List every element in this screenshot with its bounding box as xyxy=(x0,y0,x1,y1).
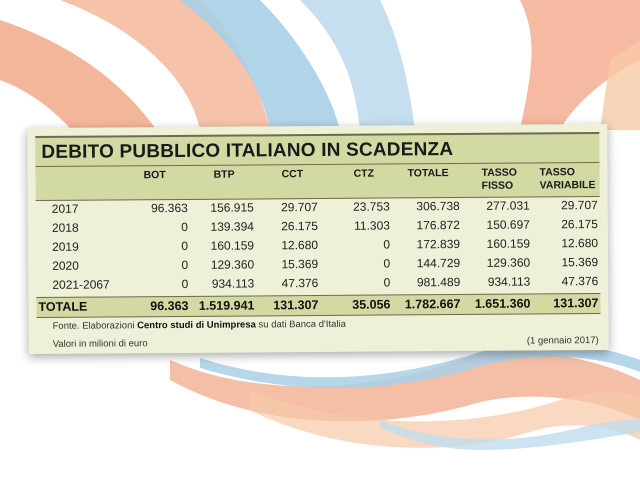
cell-tasso-variabile: 47.376 xyxy=(561,274,599,289)
date-note: (1 gennaio 2017) xyxy=(526,335,599,347)
cell-tasso-variabile: 26.175 xyxy=(561,217,598,232)
total-totale: 1.782.667 xyxy=(404,297,461,312)
total-ctz: 35.056 xyxy=(352,297,391,312)
row-year: 2018 xyxy=(51,220,79,235)
cell-totale: 306.738 xyxy=(416,199,460,214)
total-label: TOTALE xyxy=(38,299,88,314)
col-header-cct: CCT xyxy=(281,168,304,181)
swirl-bottom-peach xyxy=(250,390,640,448)
col-header-tasso-fisso: TASSO FISSO xyxy=(481,166,517,192)
cell-cct: 26.175 xyxy=(281,219,318,234)
cell-bot: 0 xyxy=(181,257,189,272)
cell-tasso-variabile: 12.680 xyxy=(561,236,599,251)
col-header-btp: BTP xyxy=(213,168,235,181)
total-btp: 1.519.941 xyxy=(198,298,255,313)
cell-bot: 0 xyxy=(181,276,189,291)
cell-bot: 96.363 xyxy=(151,200,188,216)
swirl-bottom-blue xyxy=(200,343,640,389)
total-row: TOTALE 96.363 1.519.941 131.307 35.056 1… xyxy=(36,293,601,318)
cell-totale: 172.839 xyxy=(416,237,461,252)
row-year: 2019 xyxy=(51,239,79,254)
debt-table-card: DEBITO PUBBLICO ITALIANO IN SCADENZA BOT… xyxy=(27,123,609,355)
cell-bot: 0 xyxy=(181,238,189,253)
cell-tasso-fisso: 129.360 xyxy=(486,255,531,270)
row-year: 2021-2067 xyxy=(52,277,110,292)
col-header-ctz: CTZ xyxy=(353,167,375,180)
cell-btp: 934.113 xyxy=(211,276,255,291)
cell-tasso-fisso: 160.159 xyxy=(486,236,531,251)
source-bold: Centro studi di Unimpresa xyxy=(137,319,256,332)
total-tasso-fisso: 1.651.360 xyxy=(474,296,531,311)
cell-tasso-variabile: 15.369 xyxy=(561,255,599,270)
cell-tasso-fisso: 934.113 xyxy=(487,274,531,289)
cell-totale: 176.872 xyxy=(416,218,460,233)
source-prefix: Fonte. Elaborazioni xyxy=(52,320,135,332)
col-header-bot: BOT xyxy=(143,169,166,182)
units-note: Valori in milioni di euro xyxy=(52,338,148,350)
cell-cct: 12.680 xyxy=(281,238,319,253)
swirl-peach-right xyxy=(600,40,640,130)
cell-btp: 160.159 xyxy=(210,238,255,253)
table-row: 2021-2067 0 934.113 47.376 0 981.489 934… xyxy=(36,272,600,295)
cell-tasso-fisso: 150.697 xyxy=(486,217,530,232)
cell-tasso-variabile: 29.707 xyxy=(561,198,598,213)
source-note: Fonte. Elaborazioni Centro studi di Unim… xyxy=(53,319,346,332)
header-row: BOT BTP CCT CTZ TOTALE TASSO FISSO TASSO V… xyxy=(35,162,600,201)
cell-cct: 29.707 xyxy=(281,200,318,215)
cell-btp: 156.915 xyxy=(210,200,254,215)
cell-ctz: 11.303 xyxy=(354,218,390,233)
chart-title: DEBITO PUBBLICO ITALIANO IN SCADENZA xyxy=(41,139,454,163)
cell-cct: 15.369 xyxy=(281,256,319,272)
total-cct: 131.307 xyxy=(273,297,319,313)
swirl-blue-band xyxy=(180,0,340,130)
cell-ctz: 0 xyxy=(383,256,391,271)
cell-tasso-fisso: 277.031 xyxy=(486,198,530,213)
cell-bot: 0 xyxy=(181,219,188,234)
cell-totale: 144.729 xyxy=(416,256,461,271)
cell-totale: 981.489 xyxy=(416,275,461,290)
cell-ctz: 23.753 xyxy=(353,199,390,214)
swirl-bottom-blue-2 xyxy=(380,418,640,450)
cell-btp: 129.360 xyxy=(210,257,255,272)
swirl-blue-band-2 xyxy=(300,0,415,130)
cell-btp: 139.394 xyxy=(210,219,254,234)
cell-ctz: 0 xyxy=(383,275,391,290)
swirl-orange-right xyxy=(520,0,640,130)
source-suffix: su dati Banca d'Italia xyxy=(258,318,346,331)
cell-cct: 47.376 xyxy=(281,275,319,291)
cell-ctz: 0 xyxy=(383,237,391,252)
table-inner: DEBITO PUBBLICO ITALIANO IN SCADENZA BOT… xyxy=(35,132,601,350)
row-year: 2017 xyxy=(51,201,79,216)
col-header-totale: TOTALE xyxy=(407,167,449,180)
total-bot: 96.363 xyxy=(150,298,189,314)
col-header-tasso-variabile: TASSO VARIABILE xyxy=(539,166,596,192)
total-tasso-variabile: 131.307 xyxy=(553,296,599,311)
row-year: 2020 xyxy=(52,258,79,273)
